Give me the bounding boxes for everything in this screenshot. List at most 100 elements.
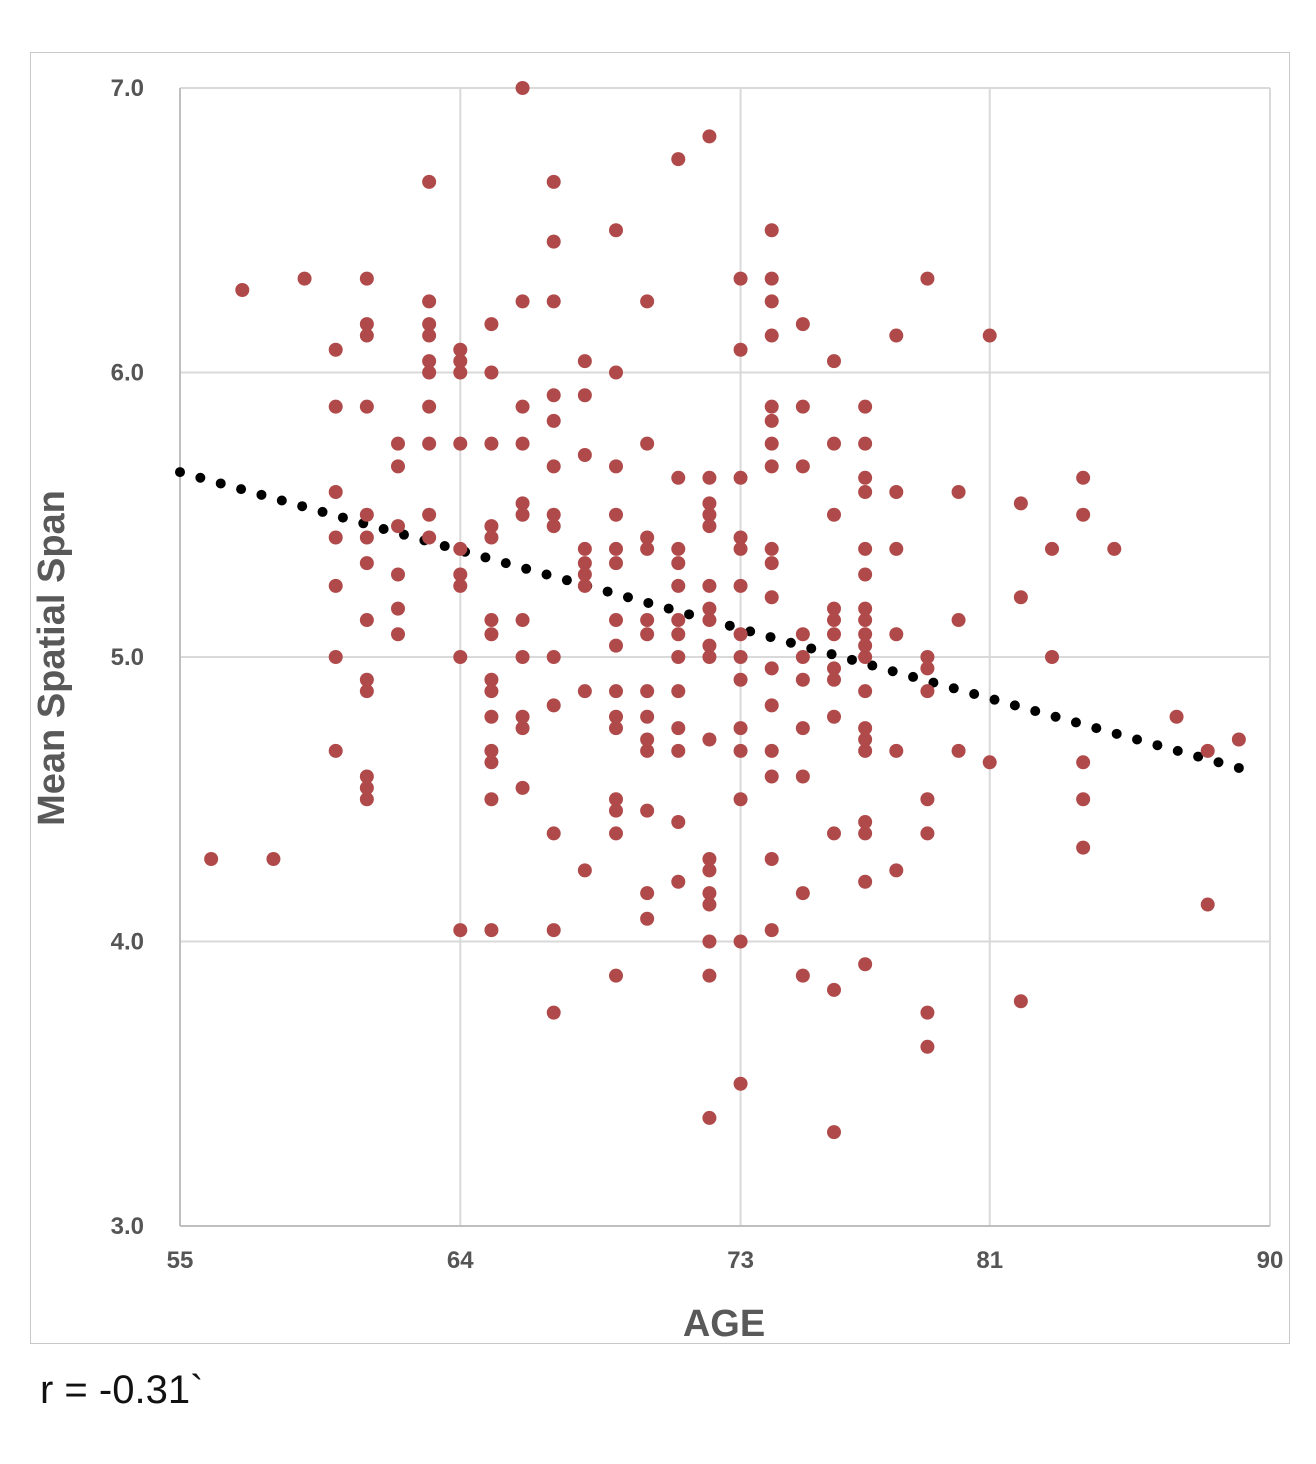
- data-point: [359, 613, 374, 628]
- data-point: [858, 399, 873, 414]
- data-point: [827, 354, 841, 369]
- data-point: [609, 365, 623, 380]
- data-point: [889, 627, 904, 642]
- y-tick-label: 3.0: [111, 1213, 144, 1240]
- data-point: [733, 627, 748, 642]
- data-point: [702, 507, 717, 522]
- data-point: [422, 328, 437, 343]
- data-point: [359, 317, 374, 332]
- data-point: [795, 399, 810, 414]
- data-point: [702, 470, 717, 485]
- data-point: [422, 294, 437, 309]
- data-point: [640, 627, 655, 642]
- data-point: [920, 1005, 935, 1020]
- data-point: [764, 556, 779, 571]
- data-point: [453, 436, 468, 451]
- data-point: [609, 613, 623, 628]
- trendline-dot: [785, 637, 796, 648]
- data-point: [484, 519, 499, 534]
- data-point: [858, 650, 873, 664]
- data-point: [889, 863, 904, 878]
- data-point: [795, 968, 810, 983]
- data-point: [640, 911, 655, 926]
- data-point: [609, 459, 623, 474]
- data-point: [702, 934, 717, 949]
- trendline-dot: [1091, 723, 1102, 734]
- data-point: [858, 721, 873, 736]
- data-point: [858, 601, 873, 616]
- data-point: [671, 556, 686, 571]
- data-point: [515, 294, 530, 309]
- data-point: [1013, 590, 1028, 605]
- data-point: [609, 638, 623, 653]
- data-point: [422, 174, 437, 189]
- data-point: [733, 271, 748, 286]
- data-point: [515, 399, 530, 414]
- data-point: [546, 459, 561, 474]
- data-point: [453, 567, 468, 582]
- data-point: [702, 650, 717, 664]
- data-point: [702, 601, 717, 616]
- data-point: [609, 803, 623, 818]
- data-point: [546, 234, 561, 249]
- x-tick-label: 55: [167, 1247, 194, 1274]
- trendline-dot: [480, 552, 491, 563]
- data-point: [1013, 496, 1028, 511]
- data-point: [640, 743, 655, 758]
- data-point: [671, 650, 686, 664]
- data-point: [640, 294, 655, 309]
- data-point: [484, 365, 499, 380]
- data-point: [827, 672, 841, 687]
- data-point: [858, 567, 873, 582]
- data-point: [858, 484, 873, 499]
- trendline-dot: [1193, 751, 1204, 762]
- data-points: [204, 81, 1246, 1140]
- data-point: [702, 129, 717, 144]
- data-point: [733, 650, 748, 664]
- data-point: [328, 530, 343, 545]
- trendline-dot: [1050, 711, 1061, 722]
- data-point: [546, 174, 561, 189]
- trendline-dot: [541, 569, 552, 580]
- data-point: [640, 886, 655, 901]
- data-point: [764, 851, 779, 866]
- data-point: [951, 743, 966, 758]
- data-point: [640, 541, 655, 556]
- data-point: [764, 223, 779, 238]
- data-point: [920, 650, 935, 664]
- data-point: [702, 851, 717, 866]
- data-point: [1076, 792, 1091, 807]
- data-point: [515, 81, 530, 95]
- data-point: [889, 541, 904, 556]
- data-point: [671, 578, 686, 593]
- data-point: [889, 743, 904, 758]
- data-point: [671, 470, 686, 485]
- data-point: [484, 672, 499, 687]
- data-point: [1013, 994, 1028, 1009]
- data-point: [920, 792, 935, 807]
- chart-frame: [30, 52, 1290, 1344]
- data-point: [733, 672, 748, 687]
- data-point: [795, 627, 810, 642]
- data-point: [484, 923, 499, 938]
- data-point: [640, 530, 655, 545]
- data-point: [359, 556, 374, 571]
- data-point: [359, 328, 374, 343]
- data-point: [391, 627, 405, 642]
- data-point: [764, 459, 779, 474]
- trendline-dot: [622, 592, 633, 603]
- y-tick-label: 4.0: [111, 929, 144, 956]
- data-point: [359, 792, 374, 807]
- data-point: [764, 271, 779, 286]
- data-point: [982, 328, 997, 343]
- trendline-dot: [317, 506, 328, 517]
- data-point: [702, 578, 717, 593]
- data-point: [391, 459, 405, 474]
- data-point: [1107, 541, 1122, 556]
- data-point: [484, 684, 499, 699]
- data-point: [733, 1076, 748, 1091]
- data-point: [609, 709, 623, 724]
- trendline-dot: [765, 632, 776, 643]
- data-point: [1231, 732, 1246, 747]
